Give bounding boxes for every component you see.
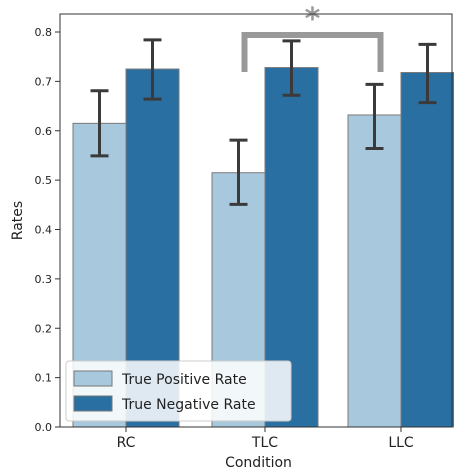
error-bar-llc-true-negative xyxy=(418,42,437,105)
legend-label-true-negative: True Negative Rate xyxy=(121,397,256,413)
significance-annotation: * xyxy=(241,2,384,72)
error-bar-tlc-true-negative xyxy=(282,39,301,97)
x-tick-label-rc: RC xyxy=(117,435,136,451)
significance-star: * xyxy=(305,2,321,37)
legend-swatch-true-negative xyxy=(73,395,113,412)
bar-llc-true-positive xyxy=(347,114,402,428)
significance-bracket xyxy=(241,32,384,72)
y-tick-label: 0.7 xyxy=(35,75,53,88)
y-tick-label: 0.8 xyxy=(35,26,53,39)
error-bar-rc-true-positive xyxy=(90,89,109,158)
bar-llc-true-negative xyxy=(400,71,454,428)
y-axis-label: Rates xyxy=(10,201,26,240)
error-bar-llc-true-positive xyxy=(365,82,384,151)
y-tick-label: 0.5 xyxy=(35,174,53,187)
y-tick-label: 0.1 xyxy=(35,372,53,385)
x-axis-label: Condition xyxy=(225,455,292,471)
plot-frame xyxy=(59,13,453,428)
error-bars-layer xyxy=(90,38,437,206)
y-tick-label: 0.2 xyxy=(35,322,53,335)
y-tick-label: 0.0 xyxy=(35,421,53,434)
x-tick-label-llc: LLC xyxy=(388,435,414,451)
legend: True Positive Rate True Negative Rate xyxy=(65,360,292,422)
x-ticks: RC TLC LLC xyxy=(117,427,414,451)
y-tick-label: 0.6 xyxy=(35,125,53,138)
legend-label-true-positive: True Positive Rate xyxy=(121,372,247,388)
axes xyxy=(59,13,453,428)
y-tick-label: 0.4 xyxy=(35,224,53,237)
legend-box xyxy=(65,360,292,422)
x-tick-label-tlc: TLC xyxy=(251,435,278,451)
error-bar-rc-true-negative xyxy=(143,38,162,101)
error-bar-tlc-true-positive xyxy=(229,138,248,206)
y-ticks: 0.0 0.1 0.2 0.3 0.4 0.5 0.6 0.7 0.8 xyxy=(35,26,60,434)
y-tick-label: 0.3 xyxy=(35,273,53,286)
legend-swatch-true-positive xyxy=(73,370,113,387)
